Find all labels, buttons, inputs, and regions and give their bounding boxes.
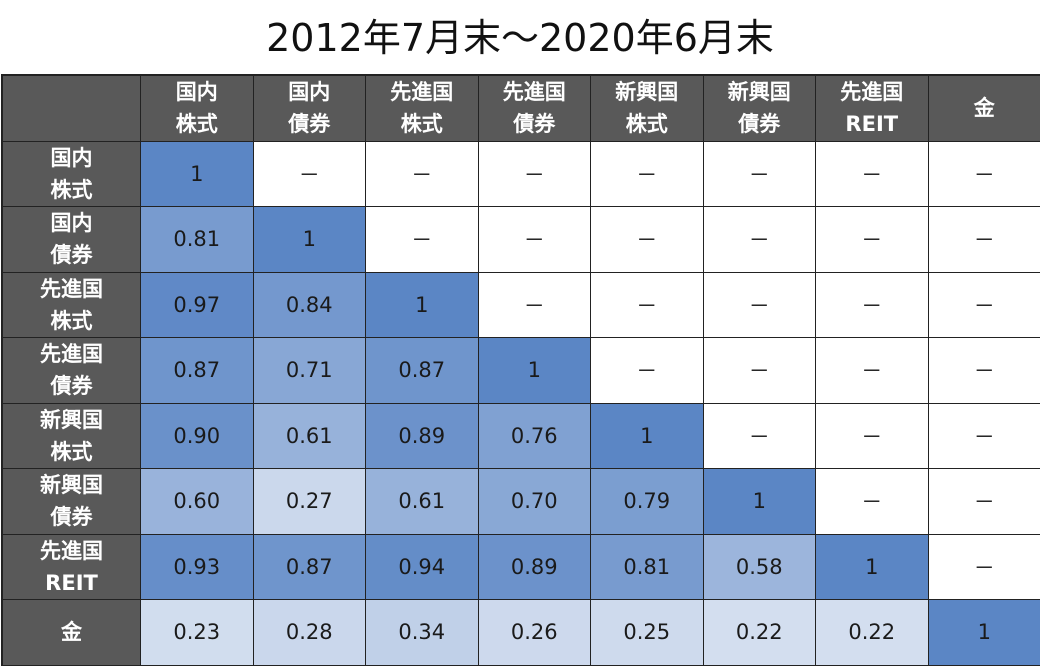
heatmap-cell: 0.89 [366, 404, 479, 470]
heatmap-cell: 1 [929, 600, 1040, 666]
empty-cell: － [929, 404, 1040, 470]
heatmap-cell: 0.87 [141, 338, 254, 404]
heatmap-cell: 0.76 [479, 404, 592, 470]
heatmap-cell: 0.87 [254, 535, 367, 601]
column-header: 新興国 債券 [704, 76, 817, 142]
empty-cell: － [591, 273, 704, 339]
heatmap-cell: 0.22 [704, 600, 817, 666]
heatmap-cell: 0.61 [254, 404, 367, 470]
heatmap-cell: 0.28 [254, 600, 367, 666]
heatmap-cell: 0.93 [141, 535, 254, 601]
empty-cell: － [929, 535, 1040, 601]
heatmap-cell: 1 [141, 142, 254, 208]
empty-cell: － [254, 142, 367, 208]
heatmap-cell: 1 [254, 207, 367, 273]
row-header: 先進国 株式 [3, 273, 141, 339]
empty-cell: － [366, 207, 479, 273]
heatmap-cell: 0.22 [816, 600, 929, 666]
empty-cell: － [816, 273, 929, 339]
empty-cell: － [479, 142, 592, 208]
corner-cell [3, 76, 141, 142]
empty-cell: － [366, 142, 479, 208]
heatmap-cell: 1 [479, 338, 592, 404]
empty-cell: － [591, 338, 704, 404]
column-header: 先進国 株式 [366, 76, 479, 142]
heatmap-cell: 0.61 [366, 469, 479, 535]
row-header: 先進国 REIT [3, 535, 141, 601]
column-header: 国内 株式 [141, 76, 254, 142]
heatmap-cell: 0.87 [366, 338, 479, 404]
empty-cell: － [816, 207, 929, 273]
heatmap-cell: 0.97 [141, 273, 254, 339]
heatmap-cell: 0.25 [591, 600, 704, 666]
heatmap-cell: 0.89 [479, 535, 592, 601]
empty-cell: － [816, 338, 929, 404]
row-header: 国内 株式 [3, 142, 141, 208]
empty-cell: － [591, 142, 704, 208]
heatmap-cell: 0.34 [366, 600, 479, 666]
row-header: 先進国 債券 [3, 338, 141, 404]
empty-cell: － [591, 207, 704, 273]
heatmap-cell: 1 [816, 535, 929, 601]
column-header: 金 [929, 76, 1040, 142]
empty-cell: － [704, 273, 817, 339]
empty-cell: － [816, 404, 929, 470]
column-header: 先進国 債券 [479, 76, 592, 142]
heatmap-cell: 0.58 [704, 535, 817, 601]
heatmap-cell: 1 [704, 469, 817, 535]
column-header: 先進国 REIT [816, 76, 929, 142]
row-header: 金 [3, 600, 141, 666]
column-header: 新興国 株式 [591, 76, 704, 142]
heatmap-cell: 0.84 [254, 273, 367, 339]
heatmap-cell: 1 [591, 404, 704, 470]
heatmap-cell: 0.26 [479, 600, 592, 666]
empty-cell: － [704, 338, 817, 404]
empty-cell: － [929, 142, 1040, 208]
heatmap-cell: 0.81 [591, 535, 704, 601]
heatmap-cell: 0.71 [254, 338, 367, 404]
empty-cell: － [816, 142, 929, 208]
correlation-table: 国内 株式国内 債券先進国 株式先進国 債券新興国 株式新興国 債券先進国 RE… [1, 74, 1040, 666]
column-header: 国内 債券 [254, 76, 367, 142]
empty-cell: － [704, 404, 817, 470]
empty-cell: － [704, 142, 817, 208]
chart-title: 2012年7月末～2020年6月末 [0, 8, 1040, 68]
empty-cell: － [816, 469, 929, 535]
empty-cell: － [704, 207, 817, 273]
empty-cell: － [929, 469, 1040, 535]
heatmap-cell: 0.60 [141, 469, 254, 535]
heatmap-cell: 0.79 [591, 469, 704, 535]
empty-cell: － [929, 207, 1040, 273]
heatmap-cell: 0.81 [141, 207, 254, 273]
heatmap-cell: 0.70 [479, 469, 592, 535]
heatmap-cell: 0.27 [254, 469, 367, 535]
row-header: 国内 債券 [3, 207, 141, 273]
empty-cell: － [929, 338, 1040, 404]
heatmap-cell: 0.94 [366, 535, 479, 601]
heatmap-cell: 0.23 [141, 600, 254, 666]
heatmap-cell: 0.90 [141, 404, 254, 470]
row-header: 新興国 株式 [3, 404, 141, 470]
empty-cell: － [479, 273, 592, 339]
empty-cell: － [929, 273, 1040, 339]
row-header: 新興国 債券 [3, 469, 141, 535]
empty-cell: － [479, 207, 592, 273]
heatmap-cell: 1 [366, 273, 479, 339]
